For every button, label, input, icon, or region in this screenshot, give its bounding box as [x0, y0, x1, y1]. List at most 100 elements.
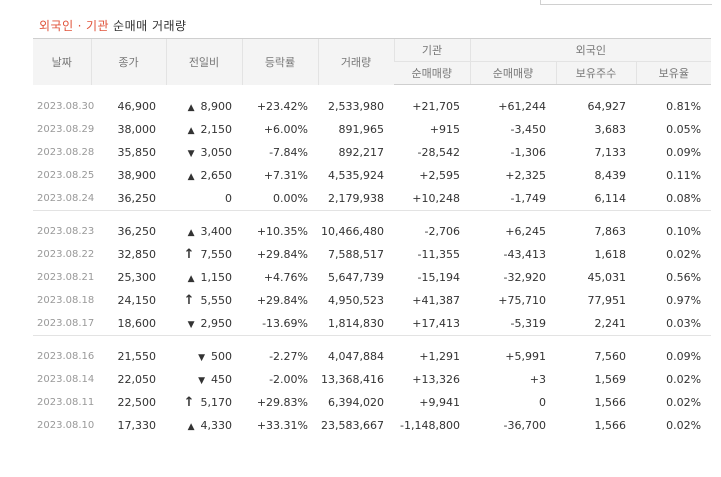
cell-volume: 2,533,980 — [328, 100, 384, 113]
cell-volume: 7,588,517 — [328, 248, 384, 261]
cell-rate: +33.31% — [256, 419, 308, 432]
cell-rate: -2.27% — [269, 350, 308, 363]
title-foreign[interactable]: 외국인 — [39, 19, 74, 33]
cell-institution-net: +915 — [429, 123, 460, 136]
change-value: 2,650 — [200, 169, 233, 182]
cell-close: 38,000 — [117, 123, 157, 136]
cell-institution-net: +13,326 — [412, 373, 460, 386]
cell-holdings: 1,569 — [594, 373, 627, 386]
cell-close: 35,850 — [117, 146, 157, 159]
cell-close: 24,150 — [117, 294, 157, 307]
table-row: 2023.08.11 22,500 ↑ 5,170 +29.83% 6,394,020 +9… — [33, 391, 711, 414]
cell-change: ▼ 450 — [166, 368, 242, 391]
change-value: 7,550 — [200, 248, 233, 261]
cell-institution-net: +10,248 — [412, 192, 460, 205]
section-title: 외국인 · 기관 순매매 거래량 — [39, 17, 187, 34]
change-value: 4,330 — [200, 419, 233, 432]
cell-change: ▲ 3,400 — [166, 220, 242, 243]
cell-foreign-net: +3 — [529, 373, 546, 386]
cell-rate: +29.83% — [256, 396, 308, 409]
cell-volume: 5,647,739 — [328, 271, 384, 284]
cell-volume: 23,583,667 — [321, 419, 384, 432]
header-institution-net: 순매매량 — [394, 61, 470, 85]
triangle-up-icon: ▲ — [187, 126, 195, 136]
title-rest: 순매매 거래량 — [113, 19, 187, 33]
cell-change: 0 — [166, 187, 242, 211]
cell-holdings: 77,951 — [587, 294, 627, 307]
cell-holdings: 7,133 — [594, 146, 627, 159]
cell-volume: 892,217 — [338, 146, 385, 159]
cell-institution-net: -1,148,800 — [400, 419, 460, 432]
header-institution-group: 기관 — [393, 38, 470, 62]
triangle-up-icon: ▲ — [187, 103, 195, 113]
cell-change: ▲ 1,150 — [166, 266, 242, 289]
cell-date: 2023.08.14 — [37, 374, 95, 385]
change-value: 5,550 — [200, 294, 233, 307]
cell-ratio: 0.03% — [666, 317, 702, 330]
header-ratio: 보유율 — [635, 61, 712, 85]
cell-date: 2023.08.17 — [37, 318, 95, 329]
top-frame — [540, 0, 712, 5]
triangle-down-icon: ▼ — [187, 149, 195, 159]
triangle-up-icon: ▲ — [187, 422, 195, 432]
cell-date: 2023.08.10 — [37, 420, 95, 431]
table-row: 2023.08.29 38,000 ▲ 2,150 +6.00% 891,965 +915 -… — [33, 118, 711, 141]
cell-volume: 4,047,884 — [328, 350, 384, 363]
cell-institution-net: +9,941 — [419, 396, 460, 409]
cell-foreign-net: +2,325 — [505, 169, 546, 182]
cell-date: 2023.08.24 — [37, 193, 95, 204]
cell-foreign-net: +75,710 — [498, 294, 546, 307]
triangle-down-icon: ▼ — [198, 376, 205, 386]
cell-rate: +23.42% — [256, 100, 308, 113]
triangle-up-icon: ▲ — [187, 172, 195, 182]
cell-holdings: 1,566 — [594, 396, 627, 409]
header-foreign-net: 순매매량 — [469, 61, 556, 85]
cell-volume: 891,965 — [338, 123, 385, 136]
cell-close: 25,300 — [117, 271, 157, 284]
cell-close: 32,850 — [117, 248, 157, 261]
cell-foreign-net: -1,306 — [510, 146, 546, 159]
trading-table: 날짜 종가 전일비 등락률 거래량 기관 외국인 순매매량 순매매량 보유주수 … — [33, 38, 712, 437]
header-close: 종가 — [90, 38, 166, 85]
cell-rate: +7.31% — [263, 169, 308, 182]
group-separator — [33, 335, 712, 345]
cell-holdings: 1,618 — [594, 248, 627, 261]
cell-rate: +10.35% — [256, 225, 308, 238]
table-row: 2023.08.23 36,250 ▲ 3,400 +10.35% 10,466,480 -… — [33, 220, 711, 243]
table-row: 2023.08.22 32,850 ↑ 7,550 +29.84% 7,588,517 -1… — [33, 243, 711, 266]
change-value: 1,150 — [200, 271, 233, 284]
cell-close: 22,050 — [117, 373, 157, 386]
cell-holdings: 64,927 — [587, 100, 627, 113]
cell-close: 18,600 — [117, 317, 157, 330]
cell-holdings: 8,439 — [594, 169, 627, 182]
cell-change: ↑ 5,550 — [166, 289, 242, 312]
cell-close: 17,330 — [117, 419, 157, 432]
limit-up-arrow-icon: ↑ — [183, 293, 195, 308]
cell-volume: 2,179,938 — [328, 192, 384, 205]
cell-institution-net: +2,595 — [419, 169, 460, 182]
change-value: 0 — [225, 192, 232, 205]
cell-close: 36,250 — [117, 192, 157, 205]
cell-ratio: 0.10% — [666, 225, 702, 238]
cell-rate: 0.00% — [273, 192, 308, 205]
cell-close: 46,900 — [117, 100, 157, 113]
cell-date: 2023.08.30 — [37, 101, 95, 112]
table-row: 2023.08.24 36,250 0 0.00% 2,179,938 +10,248 -1… — [33, 187, 711, 211]
cell-ratio: 0.08% — [666, 192, 702, 205]
triangle-up-icon: ▲ — [187, 274, 195, 284]
cell-date: 2023.08.25 — [37, 170, 95, 181]
cell-change: ▲ 2,650 — [166, 164, 242, 187]
triangle-down-icon: ▼ — [187, 320, 195, 330]
cell-institution-net: +1,291 — [419, 350, 460, 363]
header-volume: 거래량 — [317, 38, 394, 85]
cell-institution-net: +21,705 — [412, 100, 460, 113]
triangle-down-icon: ▼ — [198, 353, 205, 363]
table-row: 2023.08.14 22,050 ▼ 450 -2.00% 13,368,416 +13,… — [33, 368, 711, 391]
table-row: 2023.08.10 17,330 ▲ 4,330 +33.31% 23,583,667 -… — [33, 414, 711, 437]
title-institution[interactable]: 기관 — [85, 19, 110, 33]
limit-up-arrow-icon: ↑ — [183, 395, 195, 410]
limit-up-arrow-icon: ↑ — [183, 247, 195, 262]
header-date: 날짜 — [33, 38, 91, 85]
cell-holdings: 7,863 — [594, 225, 627, 238]
cell-rate: -2.00% — [269, 373, 308, 386]
